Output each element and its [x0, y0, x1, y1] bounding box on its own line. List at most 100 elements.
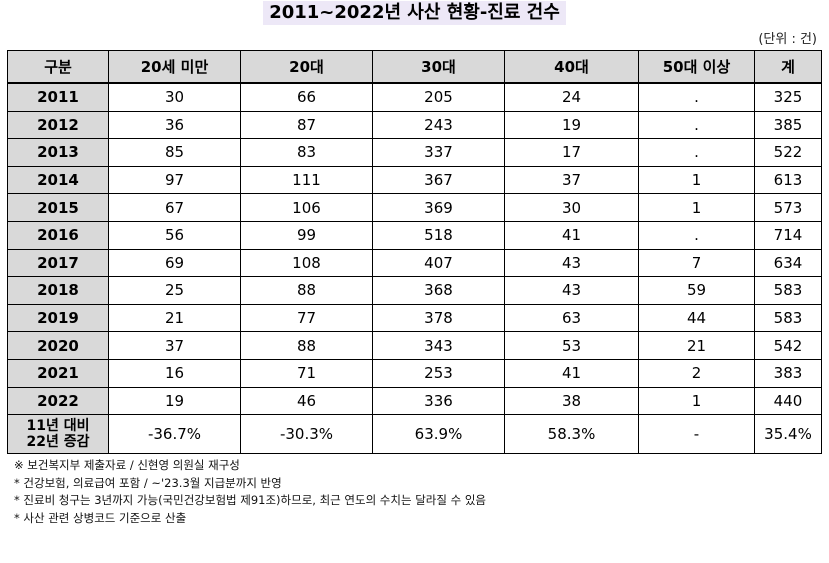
cell-year: 2011: [7, 82, 109, 112]
cell-40s: 37: [504, 165, 639, 195]
cell-30s: 368: [372, 276, 505, 305]
change-total: 35.4%: [754, 414, 822, 455]
cell-50s-plus: 21: [638, 331, 755, 360]
cell-under-20: 25: [108, 276, 241, 305]
cell-total: 583: [754, 303, 822, 333]
cell-total: 385: [754, 110, 822, 140]
cell-year: 2020: [7, 331, 109, 360]
cell-total: 714: [754, 220, 822, 250]
page-title: 2011~2022년 사산 현황-진료 건수: [263, 1, 566, 25]
cell-total: 613: [754, 165, 822, 195]
change-label-line2: 22년 증감: [26, 434, 90, 451]
cell-total: 440: [754, 386, 822, 416]
header-category: 구분: [7, 50, 109, 84]
cell-year: 2017: [7, 248, 109, 278]
cell-year: 2012: [7, 110, 109, 140]
cell-40s: 43: [504, 248, 639, 278]
header-20s: 20대: [240, 50, 373, 84]
cell-20s: 111: [240, 165, 373, 195]
header-40s: 40대: [504, 50, 639, 84]
cell-under-20: 97: [108, 165, 241, 195]
table-header-row: 구분 20세 미만 20대 30대 40대 50대 이상 계: [7, 50, 822, 84]
cell-year: 2021: [7, 358, 109, 388]
cell-50s-plus: .: [638, 110, 755, 140]
cell-under-20: 21: [108, 303, 241, 333]
cell-total: 634: [754, 248, 822, 278]
cell-20s: 88: [240, 276, 373, 305]
cell-under-20: 19: [108, 386, 241, 416]
table-row: 2015 67 106 369 30 1 573: [7, 193, 822, 222]
change-under-20: -36.7%: [108, 414, 241, 455]
cell-30s: 378: [372, 303, 505, 333]
cell-20s: 87: [240, 110, 373, 140]
cell-50s-plus: .: [638, 220, 755, 250]
table-row: 2016 56 99 518 41. 714: [7, 220, 822, 250]
cell-year: 2014: [7, 165, 109, 195]
cell-under-20: 67: [108, 193, 241, 222]
cell-40s: 17: [504, 138, 639, 167]
change-row-label: 11년 대비 22년 증감: [7, 414, 109, 455]
cell-total: 522: [754, 138, 822, 167]
table-row: 2011 30 66 205 24. 325: [7, 82, 822, 112]
cell-40s: 19: [504, 110, 639, 140]
cell-under-20: 37: [108, 331, 241, 360]
table-row: 2017 69 108 407 43 7 634: [7, 248, 822, 278]
cell-30s: 367: [372, 165, 505, 195]
table-row: 2018 25 88 368 43 59 583: [7, 276, 822, 305]
cell-total: 542: [754, 331, 822, 360]
cell-40s: 41: [504, 220, 639, 250]
header-under-20: 20세 미만: [108, 50, 241, 84]
table-row: 2020 37 88 343 53 21 542: [7, 331, 822, 360]
cell-year: 2013: [7, 138, 109, 167]
unit-label: (단위 : 건): [758, 32, 817, 47]
cell-20s: 77: [240, 303, 373, 333]
change-40s: 58.3%: [504, 414, 639, 455]
cell-50s-plus: 7: [638, 248, 755, 278]
cell-50s-plus: 2: [638, 358, 755, 388]
table-row: 2013 85 83 337 17. 522: [7, 138, 822, 167]
cell-under-20: 16: [108, 358, 241, 388]
footnote-coverage: * 건강보험, 의료급여 포함 / ~'23.3월 지급분까지 반영: [14, 475, 282, 490]
cell-year: 2015: [7, 193, 109, 222]
cell-40s: 63: [504, 303, 639, 333]
cell-year: 2022: [7, 386, 109, 416]
table-row: 2012 36 87 243 19. 385: [7, 110, 822, 140]
cell-20s: 66: [240, 82, 373, 112]
cell-50s-plus: 1: [638, 386, 755, 416]
table-row: 2014 97 111 367 37 1 613: [7, 165, 822, 195]
cell-40s: 30: [504, 193, 639, 222]
cell-total: 325: [754, 82, 822, 112]
cell-30s: 369: [372, 193, 505, 222]
footnote-claim-period: * 진료비 청구는 3년까지 가능(국민건강보험법 제91조)하므로, 최근 연…: [14, 493, 486, 507]
cell-50s-plus: 44: [638, 303, 755, 333]
table-row: 2021 16 71 253 41 2 383: [7, 358, 822, 388]
cell-20s: 108: [240, 248, 373, 278]
cell-total: 573: [754, 193, 822, 222]
cell-under-20: 85: [108, 138, 241, 167]
cell-40s: 41: [504, 358, 639, 388]
cell-30s: 253: [372, 358, 505, 388]
cell-40s: 53: [504, 331, 639, 360]
cell-total: 383: [754, 358, 822, 388]
table-row: 2019 21 77 378 63 44 583: [7, 303, 822, 333]
cell-50s-plus: .: [638, 82, 755, 112]
cell-40s: 24: [504, 82, 639, 112]
cell-50s-plus: 1: [638, 193, 755, 222]
cell-40s: 38: [504, 386, 639, 416]
cell-20s: 71: [240, 358, 373, 388]
title-area: 2011~2022년 사산 현황-진료 건수: [0, 0, 829, 26]
cell-30s: 336: [372, 386, 505, 416]
cell-50s-plus: 59: [638, 276, 755, 305]
cell-30s: 518: [372, 220, 505, 250]
cell-30s: 407: [372, 248, 505, 278]
cell-year: 2018: [7, 276, 109, 305]
change-row: 11년 대비 22년 증감 -36.7% -30.3% 63.9% 58.3% …: [7, 414, 822, 455]
change-30s: 63.9%: [372, 414, 505, 455]
cell-20s: 83: [240, 138, 373, 167]
cell-under-20: 36: [108, 110, 241, 140]
footnote-source: ※ 보건복지부 제출자료 / 신현영 의원실 재구성: [14, 458, 240, 472]
cell-50s-plus: 1: [638, 165, 755, 195]
cell-30s: 337: [372, 138, 505, 167]
cell-20s: 99: [240, 220, 373, 250]
cell-total: 583: [754, 276, 822, 305]
